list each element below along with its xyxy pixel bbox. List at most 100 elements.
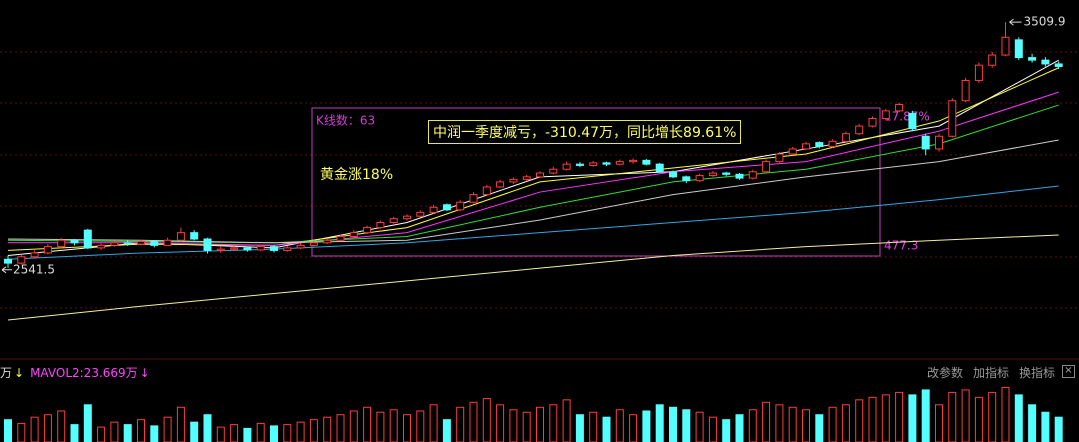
button[interactable]: 换指标 — [1018, 366, 1055, 380]
volume-bar — [655, 404, 664, 442]
ma-line — [8, 91, 1059, 246]
button[interactable]: 加指标 — [972, 366, 1009, 380]
volume-bar — [522, 411, 531, 442]
candle-body — [150, 241, 159, 246]
candle-body — [256, 246, 265, 251]
volume-bar — [788, 406, 797, 442]
candle-body — [203, 238, 212, 251]
candle-body — [522, 176, 531, 180]
candle-body — [403, 215, 411, 220]
volume-bar — [163, 416, 172, 442]
arrow: ↓ — [14, 366, 25, 380]
button[interactable]: 改参数 — [926, 366, 963, 380]
candle-body — [43, 246, 52, 254]
volume-bar — [150, 425, 159, 442]
candle-body — [349, 232, 358, 237]
candle-body — [669, 171, 677, 178]
candle-body — [748, 171, 757, 179]
candle-body — [802, 143, 810, 150]
volume-bar — [376, 411, 385, 442]
volume-bar — [190, 421, 199, 442]
volume-bar — [442, 419, 451, 442]
toolbar: 改参数 加指标 换指标 — [917, 364, 1055, 381]
volume-bar — [243, 427, 252, 442]
candle-body — [482, 186, 491, 196]
candle-body — [788, 148, 797, 155]
candle-body — [4, 258, 12, 264]
candle-body — [243, 247, 252, 251]
volume-bar — [669, 406, 677, 442]
candle-body — [429, 206, 438, 213]
volume-bar — [456, 406, 465, 442]
volume-bar — [403, 414, 411, 442]
volume-bar — [935, 404, 943, 442]
volume-bar — [57, 410, 66, 442]
volume-bar — [270, 425, 278, 442]
volume-bar — [828, 406, 837, 442]
ma-line — [7, 185, 1059, 260]
volume-bar — [988, 391, 997, 442]
candle-body — [708, 172, 717, 177]
volume-bar — [961, 389, 970, 442]
candle-body — [283, 247, 292, 251]
candle-body — [868, 117, 877, 127]
mavol-label: MAVOL2:23.669万 — [30, 366, 138, 380]
news-note: 中润一季度减亏，-310.47万，同比增长89.61% — [428, 120, 742, 144]
range-points: 477.3 — [884, 239, 918, 253]
volume-bar — [748, 409, 757, 442]
volume-bar — [416, 410, 425, 442]
candle-body — [895, 104, 904, 112]
low-label: 2541.5 — [13, 262, 55, 276]
candle-body — [230, 247, 239, 250]
candle-body — [323, 239, 332, 244]
volume-bar — [735, 414, 744, 442]
candle-body — [655, 163, 664, 173]
candle-body — [828, 140, 837, 147]
candle-body — [376, 222, 385, 229]
candle-body — [110, 242, 119, 246]
candle-body — [855, 125, 864, 135]
candle-body — [948, 100, 957, 137]
volume-bar — [4, 419, 12, 442]
gold-note: 黄金涨18% — [320, 167, 394, 183]
candle-body — [309, 242, 318, 246]
volume-bar — [629, 414, 638, 442]
candle-body — [496, 181, 505, 188]
volume-bar — [17, 422, 26, 442]
volume-bar — [642, 410, 651, 442]
volume-bar — [43, 414, 52, 442]
ma-line — [7, 139, 1059, 244]
candle-body — [775, 153, 784, 163]
candle-body — [163, 239, 172, 246]
volume-bar — [509, 409, 518, 442]
candle-body — [469, 194, 478, 203]
candle-body — [70, 239, 79, 244]
volume-bar — [30, 416, 39, 442]
candle-body — [442, 204, 451, 211]
candle-body — [137, 241, 145, 245]
candle-body — [615, 161, 624, 165]
candle-body — [682, 176, 691, 182]
volume-bar — [349, 410, 358, 442]
candle-body — [190, 232, 199, 240]
candle-body — [1041, 59, 1050, 65]
volume-bar — [296, 421, 305, 442]
candle-body — [336, 235, 345, 241]
close-button[interactable]: × — [1062, 365, 1075, 378]
volume-bar — [389, 409, 398, 442]
volume-header: 万 ↓ MAVOL2:23.669万 ↓ — [0, 364, 156, 381]
candle-body — [695, 175, 704, 182]
volume-bar — [137, 419, 145, 442]
volume-bar — [575, 414, 584, 442]
volume-bar — [70, 424, 79, 442]
candle-body — [363, 227, 372, 234]
volume-bar — [283, 424, 292, 442]
volume-bar — [855, 399, 864, 442]
candle-body — [1014, 39, 1023, 59]
candle-body — [974, 64, 983, 81]
candle-body — [456, 201, 465, 211]
candle-body — [935, 135, 943, 150]
volume-bar — [921, 389, 930, 442]
volume-bar — [549, 404, 558, 442]
arrow — [1, 266, 12, 274]
